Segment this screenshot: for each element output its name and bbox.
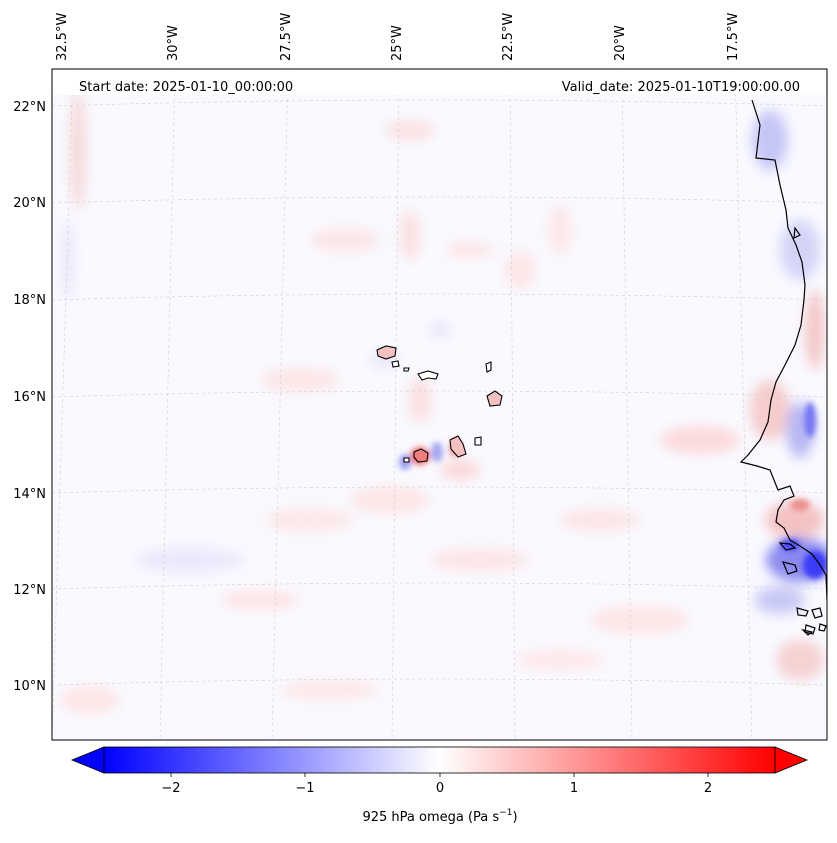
colorbar-tick-label: 1 — [570, 781, 578, 796]
lon-label: 20°W — [613, 25, 628, 61]
lon-label: 17.5°W — [726, 13, 741, 61]
longitude-labels: 32.5°W 30°W 27.5°W 25°W 22.5°W 20°W 17.5… — [55, 13, 741, 61]
lon-label: 32.5°W — [55, 13, 70, 61]
colorbar-extend-max — [774, 746, 809, 774]
colorbar-label: 925 hPa omega (Pa s−1) — [362, 808, 517, 825]
latitude-labels: 22°N 20°N 18°N 16°N 14°N 12°N 10°N — [13, 100, 46, 694]
colorbar-ticks — [170, 773, 709, 777]
lat-label: 16°N — [13, 390, 46, 405]
colorbar-tick-label: 0 — [436, 781, 444, 796]
lat-label: 20°N — [13, 196, 46, 211]
valid-date-label: Valid_date: 2025-01-10T19:00:00.00 — [562, 80, 800, 95]
omega-field — [60, 90, 827, 714]
lon-label: 30°W — [166, 25, 181, 61]
date-label-box — [52, 70, 826, 95]
lon-label: 22.5°W — [501, 13, 516, 61]
island-maio — [474, 436, 482, 446]
colorbar-tick-label: −2 — [161, 781, 180, 796]
colorbar-extend-min — [70, 746, 105, 774]
colorbar-tick-label: 2 — [704, 781, 712, 796]
lat-label: 18°N — [13, 293, 46, 308]
map-background — [52, 69, 827, 740]
lat-label: 10°N — [13, 679, 46, 694]
start-date-label: Start date: 2025-01-10_00:00:00 — [79, 80, 293, 95]
lon-label: 27.5°W — [279, 13, 294, 61]
island-sal — [485, 361, 492, 373]
map-frame — [51, 68, 828, 741]
island-santa-luzia — [403, 367, 410, 372]
island-boa-vista — [486, 390, 503, 407]
island-santiago — [449, 435, 467, 458]
cape-verde-islands — [376, 345, 503, 463]
island-sao-vicente — [391, 360, 400, 368]
african-coastline — [739, 99, 827, 636]
graticule — [52, 69, 827, 740]
lat-label: 14°N — [13, 487, 46, 502]
colorbar-tick-label: −1 — [295, 781, 314, 796]
colorbar-gradient — [103, 746, 776, 774]
island-sao-nicolau — [417, 370, 439, 381]
island-fogo — [413, 448, 429, 463]
lat-label: 22°N — [13, 100, 46, 115]
island-brava — [403, 457, 410, 463]
lon-label: 25°W — [390, 25, 405, 61]
lat-label: 12°N — [13, 583, 46, 598]
colorbar: −2 −1 0 1 2 925 hPa omega (Pa s−1) — [70, 746, 809, 825]
island-santo-antao — [376, 345, 397, 360]
